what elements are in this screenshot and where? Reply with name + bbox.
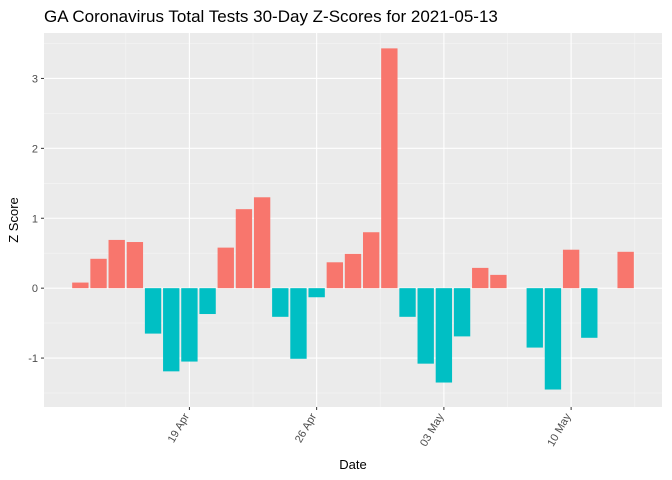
- bar-2021-04-18: [163, 288, 180, 372]
- x-axis: 19 Apr 26 Apr 03 May 10 May: [166, 407, 574, 449]
- bar-2021-05-11: [581, 288, 598, 338]
- bar-2021-05-03: [435, 288, 453, 383]
- x-tick-label: 10 May: [545, 411, 574, 449]
- bar-2021-04-22: [235, 209, 253, 289]
- bar-2021-04-20: [199, 288, 216, 315]
- bar-2021-04-26: [308, 288, 325, 298]
- x-axis-title: Date: [339, 457, 366, 472]
- y-axis: -1 0 1 2 3: [28, 73, 44, 365]
- y-tick-label: 3: [32, 73, 38, 85]
- bar-2021-04-21: [217, 247, 234, 289]
- bars: [72, 48, 634, 390]
- bar-2021-05-04: [453, 288, 471, 337]
- chart-title: GA Coronavirus Total Tests 30-Day Z-Scor…: [44, 7, 498, 26]
- x-tick-label: 03 May: [418, 411, 447, 449]
- x-tick-label: 26 Apr: [293, 411, 319, 445]
- bar-2021-04-24: [272, 288, 289, 317]
- y-tick-label: 0: [32, 283, 38, 295]
- bar-2021-04-23: [253, 197, 271, 289]
- bar-2021-04-25: [290, 288, 307, 359]
- bar-2021-05-06: [490, 274, 507, 289]
- bar-2021-05-01: [399, 288, 416, 317]
- y-axis-title: Z Score: [6, 197, 21, 243]
- bar-2021-04-13: [72, 282, 89, 289]
- y-tick-label: 2: [32, 143, 38, 155]
- bar-2021-05-10: [562, 249, 580, 289]
- bar-2021-04-28: [344, 253, 362, 289]
- bar-2021-04-14: [90, 258, 107, 289]
- bar-2021-04-30: [381, 48, 398, 289]
- bar-2021-04-27: [326, 262, 344, 289]
- bar-2021-05-09: [544, 288, 562, 390]
- plot-panel: [44, 33, 662, 407]
- bar-2021-05-02: [417, 288, 434, 364]
- x-tick-label: 19 Apr: [166, 411, 192, 445]
- bar-2021-04-17: [144, 288, 162, 334]
- bar-2021-04-29: [362, 232, 380, 289]
- minor-gridlines-x: [125, 33, 636, 407]
- bar-2021-04-16: [126, 242, 144, 289]
- y-tick-label: -1: [28, 353, 38, 365]
- bar-2021-04-15: [108, 239, 125, 289]
- y-tick-label: 1: [32, 213, 38, 225]
- bar-2021-05-05: [472, 267, 489, 289]
- bar-2021-05-13: [617, 251, 634, 289]
- bar-2021-04-19: [181, 288, 198, 362]
- bar-2021-05-08: [526, 288, 543, 348]
